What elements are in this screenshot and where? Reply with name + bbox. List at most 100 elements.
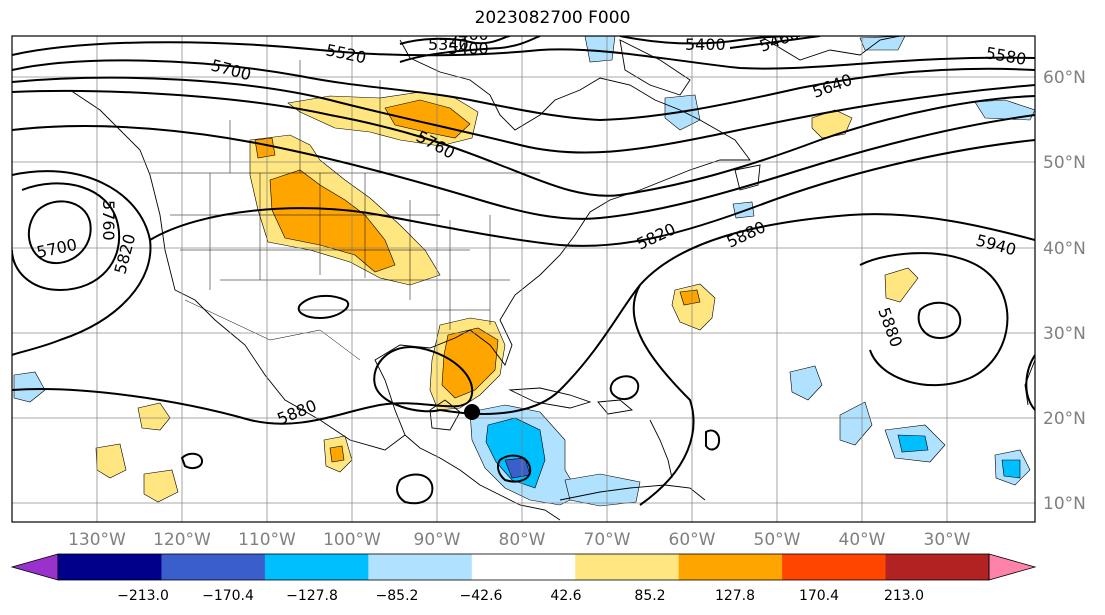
colorbar-segment: [161, 554, 266, 580]
lon-label: 90°W: [414, 530, 461, 550]
contour-5640: [12, 76, 1035, 154]
contour-5700-low: [28, 200, 92, 265]
central-america-coast: [404, 434, 561, 521]
anomaly-negative-atlantic-2: [839, 401, 873, 446]
lon-label: 100°W: [323, 530, 381, 550]
latitude-labels: 60°N 50°N 40°N 30°N 20°N 10°N: [1043, 68, 1086, 514]
contour-5760: [12, 114, 1035, 220]
contour-ring-3: [705, 429, 721, 451]
gridlines: [12, 36, 1035, 522]
contour-ring-6: [496, 454, 532, 483]
colorbar-segment: [471, 554, 576, 580]
anomaly-positive-rockies: [254, 137, 276, 159]
contour-5760-low: [12, 182, 121, 292]
lat-label: 10°N: [1043, 494, 1086, 514]
anomaly-positive-atlantic-2: [811, 109, 853, 139]
lon-label: 40°W: [839, 530, 886, 550]
colorbar-tick-label: −42.6: [460, 588, 503, 604]
anomaly-positive-gulf-core: [441, 327, 499, 399]
anomaly-negative-arctic-1: [584, 36, 616, 63]
anomaly-negative-pacific-1: [13, 371, 46, 403]
hispaniola: [597, 399, 634, 415]
anomaly-positive-atlantic-1-core: [679, 289, 701, 306]
lon-label: 50°W: [754, 530, 801, 550]
lat-label: 20°N: [1043, 409, 1086, 429]
anomaly-positive-pacific-1: [137, 402, 171, 431]
contour-ring-4: [180, 452, 204, 469]
contour-ring-2: [609, 375, 640, 401]
colorbar-extend-min: [10, 553, 59, 581]
colorbar: [10, 553, 1037, 581]
colorbar-tick-label: 170.4: [799, 588, 839, 604]
lat-label: 60°N: [1043, 68, 1086, 88]
antilles: [649, 419, 673, 479]
contour-label: 5400: [685, 35, 726, 54]
contour-5880-atlantic: [632, 284, 695, 506]
anomaly-positive-pacific-3: [143, 469, 179, 503]
anomaly-negative-atlantic-1: [789, 365, 823, 401]
colorbar-tick-label: −213.0: [117, 588, 169, 604]
colorbar-ticks: −213.0 −170.4 −127.8 −85.2 −42.6 42.6 85…: [117, 588, 924, 604]
longitude-labels: 130°W 120°W 110°W 100°W 90°W 80°W 70°W 6…: [68, 530, 971, 550]
baffin: [619, 39, 691, 96]
newfoundland: [734, 164, 761, 191]
contour-label: 5340: [428, 35, 469, 54]
colorbar-segment: [678, 554, 783, 580]
anomaly-negative-arctic-2: [859, 36, 906, 51]
lat-label: 50°N: [1043, 153, 1086, 173]
lon-label: 80°W: [499, 530, 546, 550]
contour-5940: [917, 301, 962, 340]
anomaly-positive-atlantic-3: [884, 267, 919, 303]
colorbar-tick-label: 42.6: [550, 588, 581, 604]
colorbar-tick-label: −127.8: [286, 588, 338, 604]
lat-label: 30°N: [1043, 324, 1086, 344]
contour-5520: [12, 41, 1035, 70]
lon-label: 60°W: [669, 530, 716, 550]
contour-5700-north: [12, 89, 1035, 197]
anomaly-negative-atlantic-4-core: [1001, 459, 1021, 479]
yucatan: [429, 399, 461, 431]
colorbar-frame: [57, 553, 990, 581]
colorbar-tick-label: 213.0: [884, 588, 924, 604]
colorbar-segment: [575, 554, 680, 580]
colorbar-segment: [58, 554, 162, 580]
lat-label: 40°N: [1043, 239, 1086, 259]
anomaly-negative-atlantic-3-core: [897, 434, 929, 453]
contour-label: 5400: [448, 39, 489, 58]
plot-frame: [11, 35, 1036, 523]
anomaly-positive-mexico-core: [329, 445, 345, 463]
colorbar-tick-label: 85.2: [634, 588, 665, 604]
anomaly-negative-caribbean-south: [564, 473, 641, 507]
contour-label: 5760: [99, 200, 118, 241]
contour-east-edge: [1025, 354, 1035, 411]
lon-label: 110°W: [238, 530, 296, 550]
north-america-coast: [69, 39, 751, 451]
storm-center-marker: [464, 404, 480, 420]
colorbar-segment: [885, 554, 990, 580]
contour-5340: [399, 36, 511, 45]
lon-label: 130°W: [68, 530, 126, 550]
contour-5880-east: [859, 252, 1009, 387]
south-america-coast: [559, 484, 706, 501]
contour-5820: [12, 139, 1035, 356]
lon-label: 30°W: [924, 530, 971, 550]
cuba: [508, 387, 592, 409]
colorbar-tick-label: −170.4: [202, 588, 254, 604]
colorbar-tick-label: 127.8: [715, 588, 755, 604]
lon-label: 70°W: [584, 530, 631, 550]
colorbar-tick-label: −85.2: [376, 588, 419, 604]
height-contours: [12, 36, 1035, 506]
contour-label: 5460: [448, 25, 489, 44]
contour-5880-main: [12, 213, 1035, 425]
colorbar-segment: [782, 554, 887, 580]
colorbar-segment: [264, 554, 369, 580]
contour-5460: [729, 36, 821, 49]
lon-label: 120°W: [153, 530, 211, 550]
contour-5580: [12, 59, 1035, 122]
coastlines: [69, 36, 1035, 521]
africa-coast: [1024, 359, 1035, 406]
contour-ring-1: [297, 294, 350, 320]
greenland: [759, 36, 901, 61]
colorbar-extend-max: [988, 553, 1037, 581]
